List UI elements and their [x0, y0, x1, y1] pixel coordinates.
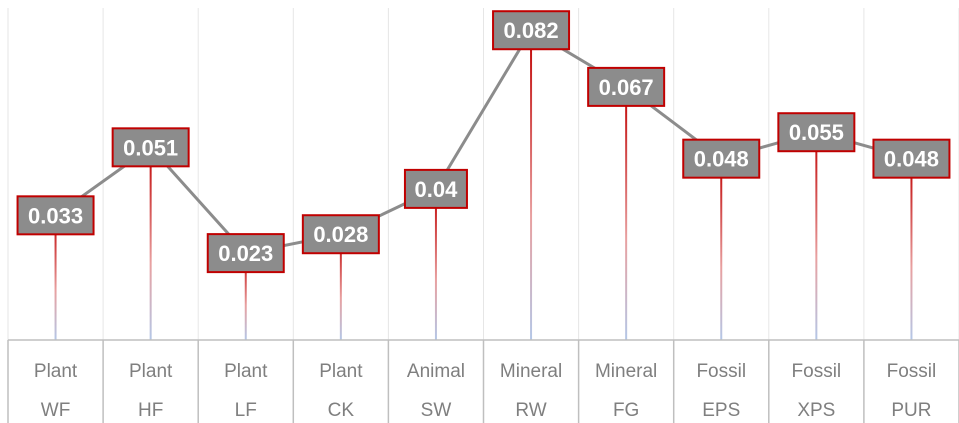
category-tick-label: PUR — [891, 400, 931, 421]
group-tick-label: Mineral — [595, 361, 657, 382]
group-tick-label: Plant — [319, 361, 363, 382]
data-label: 0.048 — [872, 138, 951, 179]
group-tick-label: Fossil — [696, 361, 746, 382]
group-tick-label: Fossil — [792, 361, 842, 382]
category-tick-label: RW — [515, 400, 546, 421]
data-label-box — [206, 233, 285, 274]
data-label-text: 0.055 — [789, 120, 844, 145]
category-tick-label: XPS — [797, 400, 835, 421]
data-label-text: 0.067 — [599, 75, 654, 100]
data-label-box — [16, 195, 95, 236]
data-label-box — [777, 112, 856, 153]
drop-line — [149, 147, 152, 340]
data-label: 0.04 — [403, 168, 468, 209]
drop-line — [530, 30, 533, 340]
data-label-text: 0.023 — [218, 241, 273, 266]
data-label: 0.051 — [111, 127, 190, 168]
drop-line — [910, 158, 913, 340]
category-tick-label: HF — [138, 400, 163, 421]
data-label: 0.067 — [587, 66, 666, 107]
drop-lines — [54, 30, 913, 340]
data-label: 0.082 — [492, 10, 571, 51]
drop-line — [54, 215, 57, 340]
drop-line — [720, 158, 723, 340]
category-axis: Plant WF Plant HF Plant LF Plant CK Animal SW Mine… — [7, 339, 959, 423]
data-label-text: 0.051 — [123, 135, 178, 160]
group-tick-label: Animal — [407, 361, 465, 382]
data-label-text: 0.028 — [313, 222, 368, 247]
category-grid — [7, 8, 959, 340]
data-label-box — [403, 168, 468, 209]
series-line-path — [54, 28, 912, 255]
data-label-box — [872, 138, 951, 179]
data-label-box — [301, 214, 380, 255]
drop-line — [815, 132, 818, 340]
category-tick-label: LF — [235, 400, 257, 421]
data-label-text: 0.04 — [415, 177, 459, 202]
category-tick-label: CK — [328, 400, 355, 421]
category-tick-label: FG — [613, 400, 639, 421]
data-labels: 0.033 0.051 0.023 0.028 0.04 0.082 0.067 0.048 0… — [16, 10, 951, 274]
data-label: 0.048 — [682, 138, 761, 179]
data-label: 0.033 — [16, 195, 95, 236]
category-tick-label: EPS — [702, 400, 740, 421]
category-tick-label: WF — [41, 400, 71, 421]
group-tick-label: Mineral — [500, 361, 562, 382]
data-label-box — [111, 127, 190, 168]
data-label: 0.028 — [301, 214, 380, 255]
drop-line — [244, 253, 247, 340]
category-tick-label: SW — [421, 400, 452, 421]
drop-line — [339, 234, 342, 340]
data-label-text: 0.033 — [28, 203, 83, 228]
data-label-text: 0.048 — [884, 147, 939, 172]
drop-line — [625, 86, 628, 340]
data-label-box — [492, 10, 571, 51]
group-tick-label: Plant — [224, 361, 268, 382]
data-label: 0.055 — [777, 112, 856, 153]
data-label-box — [587, 66, 666, 107]
data-label-box — [682, 138, 761, 179]
drop-line — [434, 188, 437, 340]
group-tick-label: Fossil — [887, 361, 937, 382]
group-tick-label: Plant — [129, 361, 173, 382]
data-label: 0.023 — [206, 233, 285, 274]
group-tick-label: Plant — [34, 361, 78, 382]
data-label-text: 0.082 — [504, 18, 559, 43]
data-label-text: 0.048 — [694, 147, 749, 172]
